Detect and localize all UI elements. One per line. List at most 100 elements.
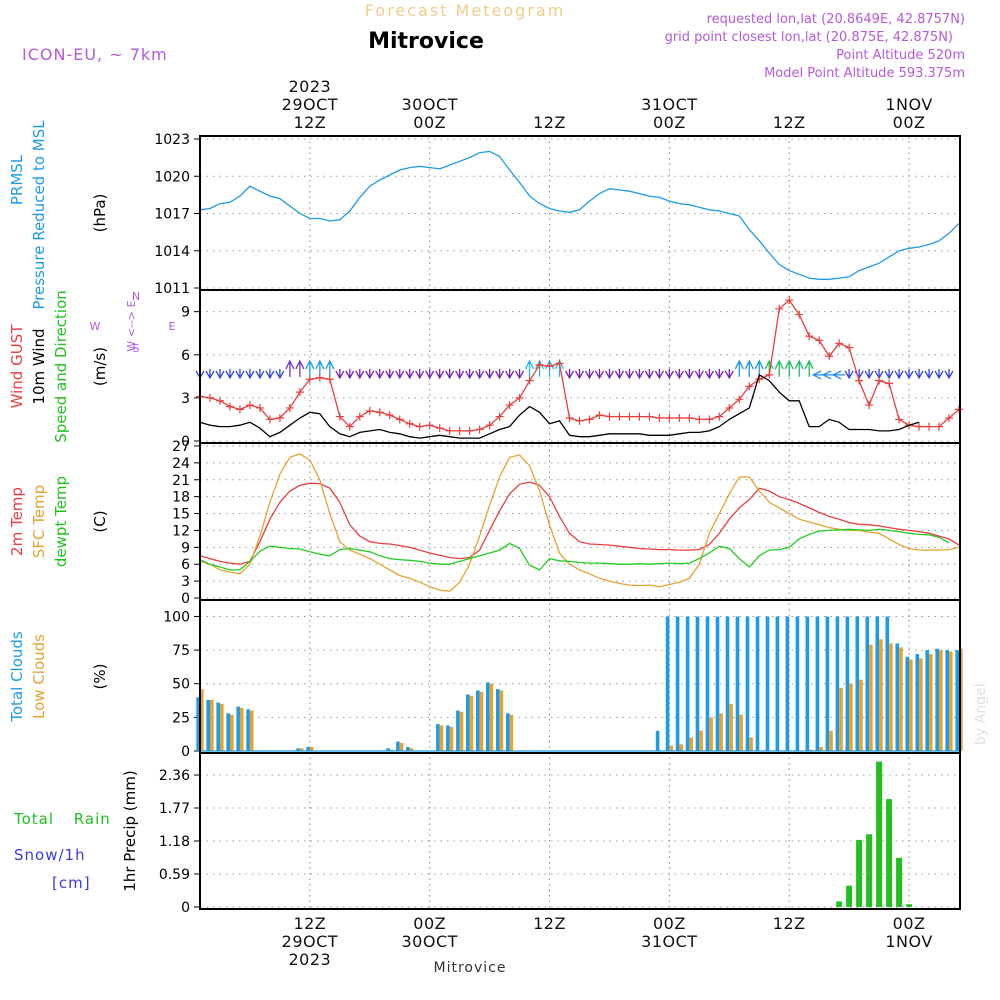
y-axis-unit: (%) (91, 664, 109, 690)
compass-west: W (90, 320, 101, 333)
gust-marker (535, 360, 544, 369)
data-bar (249, 710, 254, 751)
wind-direction-arrow (604, 368, 615, 380)
gust-marker (715, 412, 724, 421)
time-label-bottom: 00Z (893, 914, 926, 933)
gust-marker (635, 412, 644, 421)
data-bar (899, 647, 903, 751)
data-bar (665, 616, 670, 751)
time-label-bottom: 30OCT (401, 932, 457, 951)
data-bar (476, 690, 480, 751)
data-bar (729, 703, 733, 751)
footer-location: Mitrovice (434, 960, 507, 976)
data-bar (719, 713, 723, 751)
wind-direction-arrow (445, 368, 455, 380)
y-tick-label: 12 (172, 523, 190, 539)
compass-north: N (132, 290, 140, 303)
wind-direction-arrow (345, 368, 355, 380)
series-label: SFC Temp (30, 485, 48, 558)
gust-marker (545, 362, 554, 371)
data-bar (509, 714, 514, 751)
series-label: Total Clouds (8, 631, 26, 723)
data-bar (755, 616, 760, 751)
wind-direction-arrow (664, 368, 674, 380)
data-bar (739, 714, 743, 751)
data-bar (856, 839, 863, 907)
y-axis-unit: (C) (91, 510, 109, 532)
gust-marker (565, 414, 574, 423)
wind-direction-arrow (904, 368, 914, 380)
data-bar (795, 616, 800, 751)
panel-frame (199, 135, 961, 291)
data-bar (896, 857, 903, 907)
data-bar (466, 694, 470, 751)
wind-direction-arrow (704, 368, 714, 380)
gust-marker (515, 393, 524, 402)
data-bar (866, 834, 873, 907)
wind-direction-arrow (505, 368, 515, 380)
time-label-top: 2023 (288, 77, 331, 96)
y-axis-unit: (hPa) (91, 194, 109, 233)
data-bar (399, 742, 404, 751)
wind-direction-arrow (724, 368, 734, 380)
wind-direction-arrow (245, 368, 255, 380)
data-bar (879, 639, 883, 751)
wind-direction-arrow (515, 368, 525, 380)
data-bar (196, 697, 200, 751)
data-bar (689, 737, 693, 751)
wind-direction-arrow (624, 368, 634, 380)
time-label-top: 00Z (653, 113, 686, 132)
gust-marker (875, 376, 884, 385)
y-tick-label: 3 (181, 391, 190, 407)
data-bar (479, 691, 484, 751)
wind-direction-arrow (255, 368, 265, 380)
wind-direction-arrow (574, 368, 585, 380)
wind-direction-arrow (694, 368, 704, 380)
data-bar (869, 644, 873, 751)
data-bar (226, 713, 230, 751)
gust-marker (885, 379, 894, 388)
gust-marker (585, 415, 594, 424)
gust-marker (785, 296, 794, 305)
y-tick-label: 0 (181, 591, 190, 607)
wind-direction-arrow (714, 368, 724, 380)
data-bar (835, 616, 840, 751)
y-tick-label: 25 (172, 710, 190, 726)
data-bar (306, 747, 310, 751)
gust-marker (425, 421, 434, 430)
data-bar (855, 616, 860, 751)
wind-direction-arrow (285, 359, 295, 377)
wind-direction-arrow (425, 368, 435, 380)
wind-direction-arrow (934, 368, 944, 380)
wind-direction-arrow (634, 368, 644, 380)
data-bar (745, 616, 750, 751)
data-bar (915, 654, 920, 751)
wind-direction-arrow (884, 368, 894, 380)
data-bar (679, 744, 683, 751)
model-altitude: Model Point Altitude 593.375m (764, 66, 965, 81)
super-title: Forecast Meteogram (365, 1, 565, 20)
wind-direction-arrow (495, 368, 505, 380)
wind-direction-arrow (325, 359, 335, 377)
time-label-top: 12Z (533, 113, 566, 132)
y-tick-label: 100 (163, 609, 190, 625)
wind-direction-arrow (564, 368, 575, 380)
wind-direction-arrow (744, 359, 754, 377)
data-bar (469, 695, 474, 751)
data-bar (849, 683, 853, 751)
wind-direction-arrow (335, 368, 345, 380)
wind-direction-arrow (465, 368, 475, 380)
gust-marker (395, 415, 404, 424)
y-tick-label: 1.18 (159, 834, 190, 850)
gust-marker (465, 426, 474, 435)
data-bar (889, 643, 893, 751)
data-bar (895, 643, 900, 751)
y-tick-label: 1023 (154, 132, 190, 148)
data-bar (919, 658, 923, 751)
series-line (199, 373, 920, 439)
data-bar (220, 703, 224, 751)
data-bar (825, 616, 830, 751)
point-altitude: Point Altitude 520m (836, 48, 965, 63)
series-label: Snow/1h (14, 846, 86, 864)
gust-marker (865, 401, 874, 410)
